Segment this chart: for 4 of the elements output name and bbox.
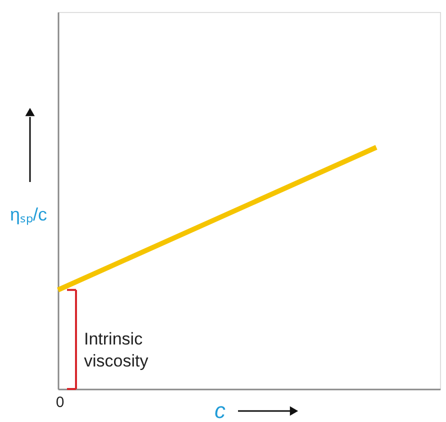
annotation: Intrinsic viscosity (84, 329, 149, 370)
x-axis-title: c (214, 398, 226, 422)
y-axis-title: ηₛₚ/c (10, 204, 48, 226)
text: 0 (56, 394, 64, 411)
